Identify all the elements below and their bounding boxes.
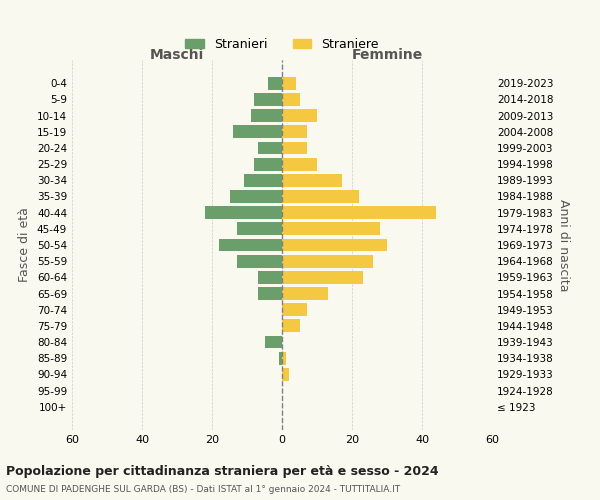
Bar <box>257 142 282 154</box>
Bar <box>282 352 286 364</box>
Bar <box>282 190 359 203</box>
Bar <box>282 126 307 138</box>
Bar <box>282 158 317 170</box>
Bar <box>282 222 380 235</box>
Bar <box>244 174 282 187</box>
Text: Femmine: Femmine <box>352 48 422 62</box>
Bar <box>282 238 387 252</box>
Bar <box>282 142 307 154</box>
Bar <box>257 271 282 284</box>
Bar <box>282 93 299 106</box>
Bar <box>233 126 282 138</box>
Bar <box>236 222 282 235</box>
Bar <box>282 287 328 300</box>
Bar <box>282 174 341 187</box>
Bar <box>278 352 282 364</box>
Bar <box>282 368 289 381</box>
Text: COMUNE DI PADENGHE SUL GARDA (BS) - Dati ISTAT al 1° gennaio 2024 - TUTTITALIA.I: COMUNE DI PADENGHE SUL GARDA (BS) - Dati… <box>6 485 400 494</box>
Bar <box>282 206 436 219</box>
Bar <box>282 109 317 122</box>
Bar <box>205 206 282 219</box>
Bar <box>282 77 296 90</box>
Bar <box>219 238 282 252</box>
Bar <box>257 287 282 300</box>
Bar <box>254 158 282 170</box>
Y-axis label: Anni di nascita: Anni di nascita <box>557 198 570 291</box>
Bar <box>265 336 282 348</box>
Bar <box>282 320 299 332</box>
Text: Popolazione per cittadinanza straniera per età e sesso - 2024: Popolazione per cittadinanza straniera p… <box>6 465 439 478</box>
Bar <box>282 303 307 316</box>
Bar <box>254 93 282 106</box>
Legend: Stranieri, Straniere: Stranieri, Straniere <box>180 33 384 56</box>
Bar <box>236 254 282 268</box>
Bar <box>282 254 373 268</box>
Bar <box>251 109 282 122</box>
Bar <box>229 190 282 203</box>
Y-axis label: Fasce di età: Fasce di età <box>19 208 31 282</box>
Text: Maschi: Maschi <box>150 48 204 62</box>
Bar <box>282 271 362 284</box>
Bar <box>268 77 282 90</box>
